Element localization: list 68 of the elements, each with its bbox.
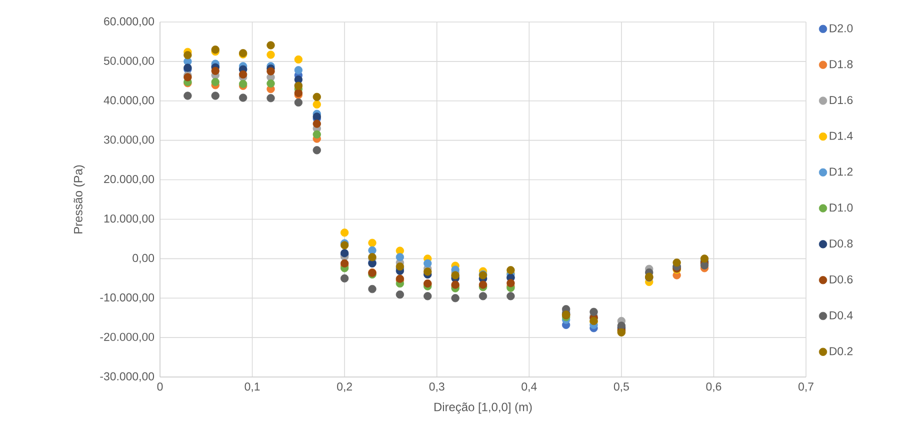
point xyxy=(238,70,248,79)
x-tick-label: 0 xyxy=(157,382,163,391)
point xyxy=(700,254,709,263)
x-tick-label: 0,5 xyxy=(614,382,629,392)
legend-label: D1.6 xyxy=(830,96,853,104)
point xyxy=(312,100,321,109)
point xyxy=(294,55,303,64)
y-tick-label: 40.000,00 xyxy=(104,96,154,106)
point xyxy=(184,92,192,100)
y-tick-label: 60.000,00 xyxy=(104,17,154,27)
point xyxy=(396,253,404,262)
y-axis-title: Pressão (Pa) xyxy=(74,165,85,234)
x-tick-label: 0,4 xyxy=(522,382,537,392)
point xyxy=(266,94,275,102)
point xyxy=(266,50,275,59)
point xyxy=(368,284,376,294)
point xyxy=(294,98,303,107)
legend-label: D1.4 xyxy=(830,132,853,140)
point xyxy=(672,258,681,267)
point xyxy=(184,51,192,60)
point xyxy=(294,66,303,74)
point xyxy=(590,308,598,316)
x-tick-label: 0,6 xyxy=(706,382,722,392)
point xyxy=(478,292,488,300)
point xyxy=(368,238,376,247)
point xyxy=(312,130,321,138)
point xyxy=(506,292,515,300)
point xyxy=(312,146,321,154)
x-tick-label: 0,7 xyxy=(798,382,814,392)
point xyxy=(424,268,432,276)
x-axis-title: Direção [1,0,0] (m) xyxy=(434,402,532,414)
y-tick-label: 30.000,00 xyxy=(104,136,154,146)
legend-label: D2.0 xyxy=(830,24,853,32)
x-tick-label: 0,2 xyxy=(337,382,352,392)
point xyxy=(266,67,275,76)
point xyxy=(424,259,432,268)
legend-label: D1.8 xyxy=(830,60,853,68)
y-tick-label: -30.000,00 xyxy=(100,372,154,382)
point xyxy=(506,279,515,288)
point xyxy=(238,94,248,102)
point xyxy=(340,228,349,237)
point xyxy=(340,274,349,282)
x-tick-label: 0,3 xyxy=(429,382,444,392)
point xyxy=(340,259,349,268)
y-tick-label: 10.000,00 xyxy=(104,214,154,224)
point xyxy=(312,92,321,102)
y-tick-label: -10.000,00 xyxy=(100,293,154,303)
point xyxy=(451,294,460,302)
point xyxy=(424,292,432,300)
legend-label: D0.4 xyxy=(830,311,853,320)
y-tick-label: -20.000,00 xyxy=(100,332,154,342)
legend-label: D0.8 xyxy=(830,239,853,248)
y-tick-label: 50.000,00 xyxy=(104,56,154,66)
legend-label: D1.2 xyxy=(830,168,853,176)
point xyxy=(396,290,404,299)
legend-label: D1.0 xyxy=(830,204,853,212)
point xyxy=(211,78,220,86)
point xyxy=(506,266,515,274)
point xyxy=(266,79,275,88)
point xyxy=(211,66,220,75)
x-tick-label: 0,1 xyxy=(244,382,260,392)
legend-label: D0.6 xyxy=(830,275,853,284)
y-tick-label: 20.000,00 xyxy=(104,175,154,185)
legend-label: D0.2 xyxy=(830,347,853,356)
point xyxy=(211,92,220,100)
point xyxy=(312,120,321,128)
y-tick-label: 0,00 xyxy=(132,254,154,264)
point xyxy=(266,41,275,50)
